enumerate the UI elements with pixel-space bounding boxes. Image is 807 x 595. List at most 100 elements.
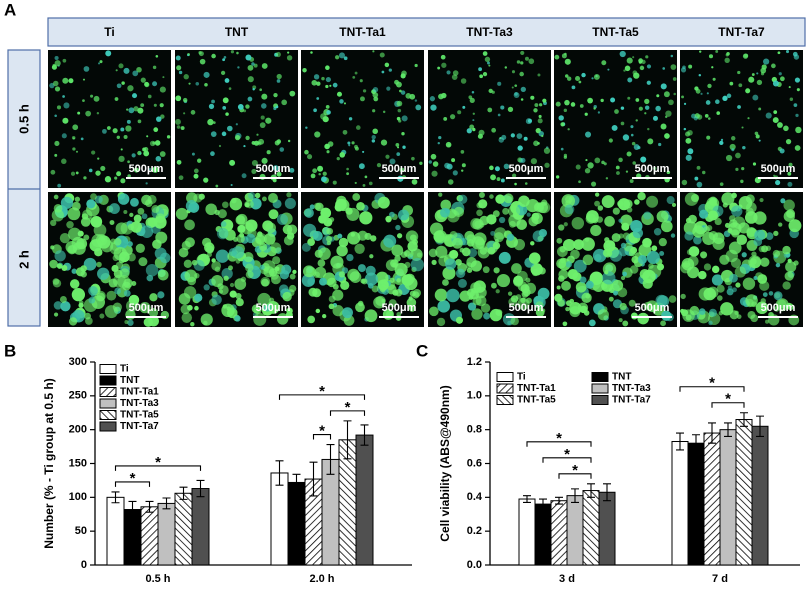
cell bbox=[772, 249, 781, 258]
cell bbox=[372, 128, 378, 135]
cell bbox=[457, 278, 467, 288]
cell bbox=[642, 269, 656, 284]
cell bbox=[247, 96, 253, 102]
cell bbox=[689, 305, 700, 316]
cell bbox=[61, 158, 67, 165]
significance-label: * bbox=[564, 446, 570, 463]
cell bbox=[460, 150, 465, 154]
cell bbox=[585, 131, 592, 138]
cell bbox=[431, 259, 437, 265]
cell bbox=[435, 245, 448, 259]
cell bbox=[253, 140, 260, 146]
cell bbox=[88, 168, 93, 173]
cell bbox=[354, 71, 358, 75]
cell bbox=[175, 55, 181, 61]
cell bbox=[442, 279, 449, 286]
cell bbox=[656, 263, 665, 271]
cell bbox=[261, 103, 267, 109]
cell bbox=[245, 263, 254, 273]
cell bbox=[287, 139, 291, 143]
cell bbox=[622, 232, 631, 240]
cell bbox=[627, 96, 631, 100]
cell bbox=[537, 118, 543, 124]
cell bbox=[429, 96, 436, 102]
error-bar bbox=[360, 424, 369, 446]
cell bbox=[715, 99, 720, 105]
cell bbox=[72, 147, 76, 151]
cell bbox=[313, 202, 321, 210]
cell bbox=[216, 227, 229, 240]
cell bbox=[74, 196, 81, 202]
cell bbox=[114, 176, 118, 180]
cell bbox=[273, 92, 278, 98]
cell bbox=[794, 145, 801, 151]
cell bbox=[187, 276, 197, 286]
bar bbox=[287, 481, 306, 566]
cell bbox=[94, 248, 103, 257]
column-label: TNT-Ta5 bbox=[592, 25, 639, 39]
cell bbox=[52, 279, 62, 288]
cell bbox=[190, 110, 196, 115]
error-bar bbox=[692, 434, 700, 453]
cell bbox=[229, 290, 237, 298]
cell bbox=[795, 126, 802, 134]
cell bbox=[556, 237, 563, 244]
cell bbox=[159, 86, 166, 93]
cell bbox=[322, 116, 329, 123]
cell bbox=[711, 274, 724, 286]
cell bbox=[626, 151, 632, 157]
cell bbox=[494, 166, 500, 172]
cell bbox=[215, 249, 230, 263]
cell bbox=[185, 200, 198, 212]
cell bbox=[693, 116, 698, 121]
cell bbox=[338, 237, 349, 248]
cell bbox=[516, 60, 521, 64]
cell bbox=[653, 166, 657, 171]
cell bbox=[663, 91, 670, 98]
cell bbox=[108, 278, 118, 288]
cell bbox=[630, 125, 634, 129]
scale-bar-label: 500μm bbox=[129, 302, 164, 314]
x-tick-label: 7 d bbox=[712, 573, 728, 585]
cell bbox=[133, 214, 142, 223]
cell bbox=[385, 217, 391, 223]
cell bbox=[304, 208, 314, 218]
cell bbox=[646, 195, 659, 208]
cell bbox=[53, 80, 59, 87]
cell bbox=[259, 88, 263, 92]
cell bbox=[491, 282, 497, 289]
cell bbox=[203, 71, 210, 78]
cell bbox=[175, 118, 181, 125]
legend-label: TNT-Ta3 bbox=[120, 398, 159, 409]
cell bbox=[178, 175, 184, 181]
cell bbox=[472, 112, 475, 115]
error-bar bbox=[179, 486, 188, 500]
cell bbox=[109, 220, 115, 226]
cell bbox=[235, 123, 238, 126]
cell bbox=[716, 284, 725, 293]
cell bbox=[504, 66, 508, 69]
cell bbox=[722, 95, 728, 101]
scale-bar-label: 500μm bbox=[635, 163, 670, 175]
column-label: TNT-Ta7 bbox=[718, 25, 765, 39]
cell bbox=[314, 249, 323, 258]
cell bbox=[470, 260, 482, 272]
cell bbox=[276, 79, 281, 83]
cell bbox=[120, 178, 126, 184]
cell bbox=[525, 118, 532, 125]
x-tick-label: 2.0 h bbox=[309, 573, 334, 585]
cell bbox=[360, 96, 365, 102]
cell bbox=[585, 280, 594, 289]
cell bbox=[466, 267, 473, 273]
cell bbox=[623, 69, 626, 72]
cell bbox=[484, 56, 491, 63]
cell bbox=[354, 181, 357, 185]
cell bbox=[446, 288, 460, 303]
legend-swatch bbox=[99, 421, 117, 432]
cell bbox=[318, 172, 321, 176]
cell bbox=[367, 283, 374, 289]
cell bbox=[637, 254, 647, 265]
cell bbox=[304, 149, 309, 155]
cell bbox=[272, 256, 281, 265]
cell bbox=[253, 306, 262, 315]
